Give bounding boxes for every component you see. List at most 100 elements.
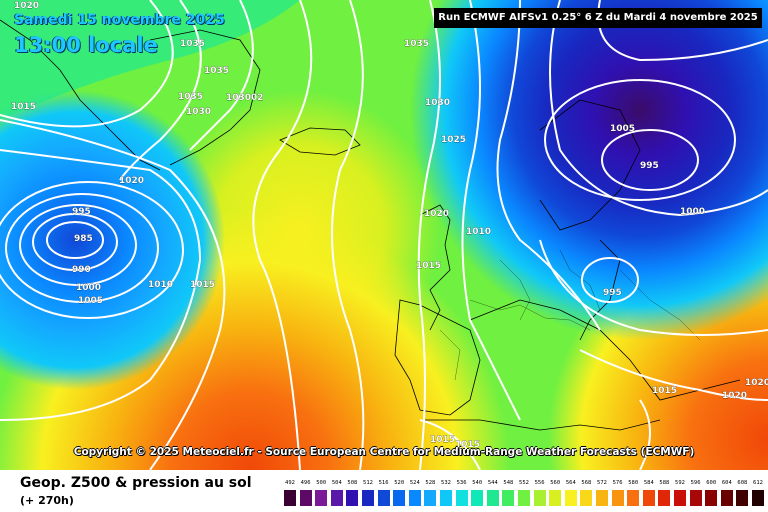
pressure-label: 1020 [745,378,768,388]
scale-tick-label: 532 [441,480,451,486]
pressure-label: 1035 [404,39,429,49]
scale-swatch [502,490,515,506]
pressure-label: 995 [603,288,622,298]
scale-tick-label: 540 [472,480,483,486]
scale-swatch [486,490,499,506]
isobars [0,0,768,470]
scale-swatch [455,490,468,506]
pressure-label: 1025 [441,135,466,145]
scale-swatch [377,490,390,506]
pressure-label: 1015 [11,102,36,112]
scale-swatch [689,490,702,506]
scale-tick-label: 596 [690,480,701,486]
scale-swatch [533,490,546,506]
scale-swatch [330,490,343,506]
scale-swatch [440,490,452,506]
pressure-label: 985 [74,234,93,244]
scale-swatch [549,490,562,506]
forecast-local-time: 13:00 locale [14,33,158,57]
copyright-notice: Copyright © 2025 Meteociel.fr - Source E… [73,446,695,458]
color-scale: 492 496 500 504 508 512 516 520 524 528 532 536 540 5… [284,480,768,508]
pressure-label: 990 [72,265,91,275]
scale-swatch [674,490,686,506]
pressure-label: 1015 [416,261,441,271]
scale-swatch [284,490,296,506]
scale-tick-label: 592 [675,480,685,486]
pressure-label: 1015 [190,280,215,290]
weather-map: 1020 1035 1035 1035 1030 1030 02 1015 10… [0,0,768,470]
scale-swatch [705,490,718,506]
scale-tick-label: 548 [503,480,514,486]
scale-tick-label: 576 [612,480,623,486]
pressure-label: 1020 [14,1,39,11]
pressure-label: 995 [640,161,659,171]
lead-time: (+ 270h) [20,494,74,507]
pressure-label: 1010 [148,280,173,290]
scale-swatch [580,490,593,506]
pressure-label: 1000 [76,283,101,293]
pressure-geopotential-map: 1020 1035 1035 1035 1030 1030 02 1015 10… [0,0,768,470]
scale-tick-label: 600 [706,480,717,486]
legend-footer: Geop. Z500 & pression au sol (+ 270h) 49… [0,470,768,512]
pressure-label: 1030 [425,98,450,108]
scale-swatch [424,490,437,506]
pressure-label: 1035 [178,92,203,102]
scale-tick-label: 524 [409,480,420,486]
pressure-label: 995 [72,207,91,217]
scale-tick-label: 552 [519,480,529,486]
scale-swatch [752,490,764,506]
scale-tick-label: 564 [565,480,576,486]
model-run-info: Run ECMWF AIFSv1 0.25° 6 Z du Mardi 4 no… [434,8,762,28]
pressure-label: 1020 [119,176,144,186]
scale-tick-label: 500 [316,480,327,486]
scale-tick-label: 544 [487,480,498,486]
scale-tick-label: 536 [456,480,467,486]
pressure-label: 1005 [78,296,103,306]
forecast-date: Samedi 15 novembre 2025 [14,12,225,28]
pressure-label: 02 [251,93,264,103]
pressure-label: 1020 [424,209,449,219]
pressure-label: 1035 [204,66,229,76]
scale-swatch [362,490,374,506]
coastlines [0,19,741,431]
scale-tick-label: 612 [753,480,763,486]
scale-swatch [720,490,733,506]
pressure-label-group: 1020 1035 1035 1035 1030 1030 02 1015 10… [11,1,768,450]
scale-tick-label: 568 [581,480,592,486]
scale-tick-label: 580 [628,480,639,486]
scale-swatch [315,490,328,506]
scale-swatch [346,490,359,506]
pressure-label: 1005 [610,124,635,134]
scale-swatch [408,490,421,506]
scale-tick-label: 492 [285,480,295,486]
scale-tick-label: 572 [597,480,607,486]
scale-swatch [596,490,608,506]
scale-tick-label: 516 [378,480,389,486]
pressure-label: 1015 [430,435,455,445]
scale-tick-label: 560 [550,480,561,486]
scale-tick-label: 608 [737,480,748,486]
scale-tick-label: 504 [331,480,342,486]
scale-swatch [393,490,406,506]
scale-swatch [627,490,640,506]
scale-tick-label: 520 [394,480,405,486]
pressure-label: 1015 [455,440,480,450]
scale-swatch [642,490,655,506]
scale-tick-label: 512 [363,480,373,486]
pressure-label: 1020 [722,391,747,401]
borders [439,249,701,381]
scale-tick-label: 496 [300,480,311,486]
scale-swatch [471,490,484,506]
scale-swatch [564,490,577,506]
pressure-label: 1035 [180,39,205,49]
pressure-label: 1030 [186,107,211,117]
scale-tick-label: 588 [659,480,670,486]
pressure-label: 1000 [680,207,705,217]
pressure-label: 1015 [652,386,677,396]
scale-tick-label: 584 [643,480,654,486]
scale-tick-label: 508 [347,480,358,486]
scale-swatch [736,490,749,506]
pressure-label: 1030 [226,93,251,103]
scale-swatch [611,490,624,506]
scale-tick-label: 528 [425,480,436,486]
